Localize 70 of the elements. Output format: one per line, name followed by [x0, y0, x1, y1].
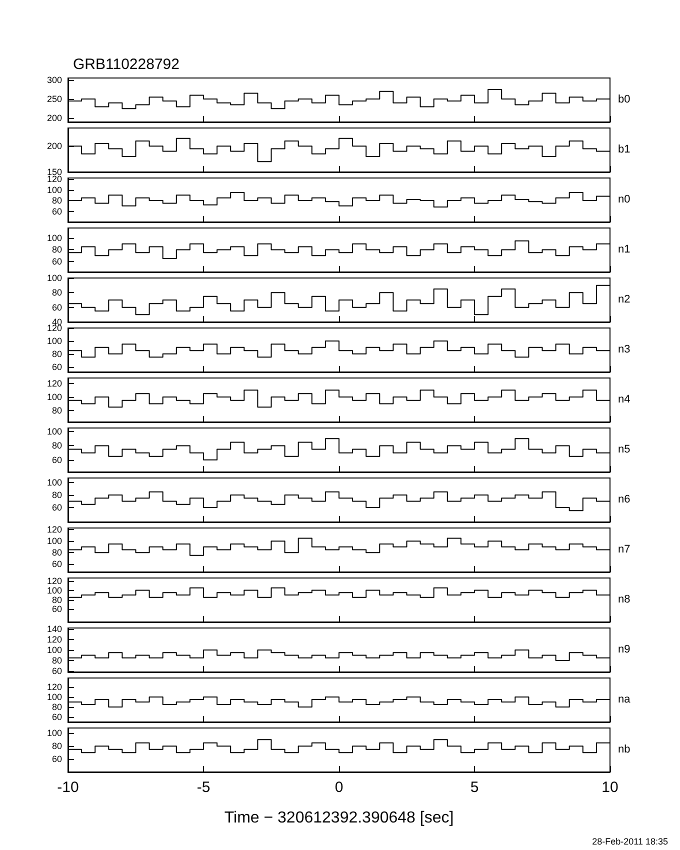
y-tick-label: 80 [52, 348, 62, 359]
y-tick-label: 60 [52, 666, 62, 676]
y-tick-label: 60 [52, 502, 62, 513]
series-label: n5 [618, 444, 630, 456]
y-tick-label: 100 [46, 728, 62, 738]
y-tick-label: 120 [46, 174, 62, 184]
y-tick-label: 100 [46, 392, 62, 402]
y-tick-label: 100 [46, 692, 62, 702]
y-tick-label: 60 [52, 206, 62, 216]
y-tick-label: 120 [46, 524, 62, 535]
series-label: b0 [618, 94, 630, 106]
y-tick-label: 100 [46, 477, 62, 488]
y-tick-label: 100 [46, 536, 62, 546]
y-tick-label: 60 [52, 559, 62, 569]
y-tick-label: 100 [46, 426, 62, 437]
x-axis-title: Time − 320612392.390648 [sec] [224, 810, 454, 826]
series-label: na [618, 694, 632, 706]
y-tick-label: 80 [52, 741, 62, 752]
x-tick-label: 10 [602, 779, 618, 796]
y-tick-label: 120 [46, 682, 62, 692]
y-tick-label: 200 [46, 113, 62, 124]
series-label: n8 [618, 594, 630, 606]
y-tick-label: 80 [52, 594, 62, 605]
y-tick-label: 60 [52, 302, 62, 312]
y-tick-label: 120 [46, 323, 62, 333]
y-tick-label: 120 [46, 576, 62, 586]
x-tick-label: 0 [334, 779, 344, 796]
y-tick-label: 80 [52, 490, 62, 500]
y-tick-label: 150 [46, 167, 62, 177]
y-tick-label: 80 [52, 196, 62, 206]
y-tick-label: 100 [46, 336, 62, 346]
series-label: n9 [618, 644, 630, 656]
y-tick-label: 60 [52, 712, 62, 722]
y-tick-label: 80 [52, 244, 62, 255]
x-tick-label: 5 [470, 779, 479, 796]
y-tick-label: 60 [52, 454, 62, 465]
y-tick-label: 60 [52, 754, 62, 764]
series-label: n7 [618, 544, 630, 556]
chart-title: GRB110228792 [73, 56, 180, 73]
y-tick-label: 300 [46, 74, 62, 85]
y-tick-label: 60 [52, 604, 62, 614]
x-tick-label: -5 [196, 779, 210, 796]
series-label: n4 [618, 394, 630, 406]
text: 28-Feb-2011 18:35 [592, 836, 668, 846]
y-tick-label: 100 [46, 232, 62, 243]
y-tick-label: 60 [52, 362, 62, 372]
y-tick-label: 100 [46, 184, 62, 195]
series-label: n6 [618, 494, 630, 506]
y-tick-label: 100 [46, 585, 62, 596]
y-tick-label: 80 [52, 548, 62, 558]
y-tick-label: 80 [52, 440, 62, 451]
y-tick-label: 80 [52, 702, 62, 712]
series-label: b1 [618, 144, 630, 156]
y-tick-label: 200 [46, 141, 62, 152]
series-label: n1 [618, 244, 630, 256]
y-tick-label: 80 [52, 655, 62, 666]
series-label: n3 [618, 344, 630, 356]
y-tick-label: 120 [46, 378, 62, 388]
y-tick-label: 100 [46, 645, 62, 655]
y-tick-label: 60 [52, 256, 62, 266]
y-tick-label: 100 [46, 273, 62, 283]
series-label: nb [618, 744, 630, 756]
x-tick-label: -10 [57, 779, 79, 796]
y-tick-label: 80 [52, 405, 62, 416]
y-tick-label: 120 [46, 634, 62, 645]
y-tick-label: 80 [52, 288, 62, 298]
y-tick-label: 250 [46, 94, 62, 104]
y-tick-label: 140 [46, 624, 62, 634]
series-label: n2 [618, 294, 630, 306]
series-label: n0 [618, 194, 630, 206]
